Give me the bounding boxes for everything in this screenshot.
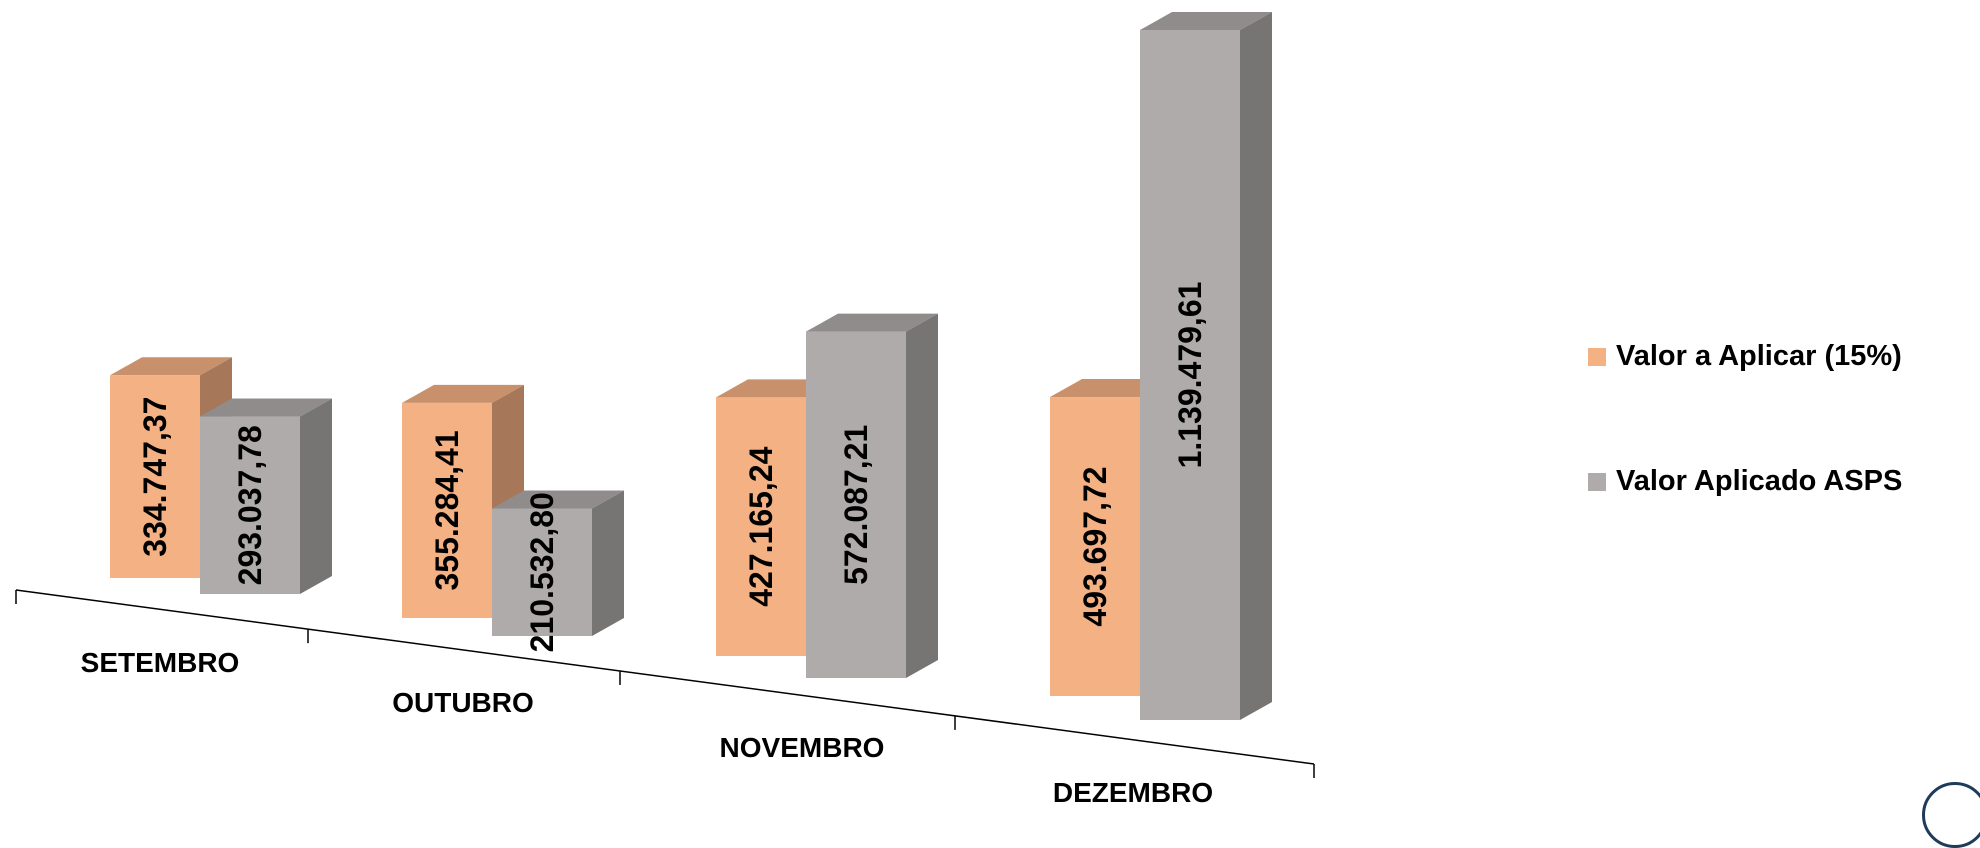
legend-item-series-1: Valor a Aplicar (15%) bbox=[1588, 340, 1902, 373]
axis-line bbox=[15, 589, 1315, 765]
bar-front bbox=[492, 508, 592, 636]
value-label: 293.037,78 bbox=[232, 425, 268, 585]
bar-side bbox=[906, 313, 938, 678]
bar-front bbox=[110, 375, 200, 578]
category-axis bbox=[15, 589, 1315, 778]
category-labels: SETEMBRO OUTUBRO NOVEMBRO DEZEMBRO bbox=[81, 647, 1213, 804]
legend-label-series-1: Valor a Aplicar (15%) bbox=[1616, 340, 1902, 372]
logo-icon bbox=[1922, 782, 1980, 848]
value-labels: 334.747,37 293.037,78 355.284,41 210.532,80… bbox=[137, 282, 1208, 653]
bar-top bbox=[402, 384, 524, 403]
value-label: 210.532,80 bbox=[524, 492, 560, 652]
value-label: 572.087,21 bbox=[838, 425, 874, 585]
bar-2-setembro bbox=[200, 398, 332, 594]
bar-front bbox=[1140, 30, 1240, 720]
bar-2-dezembro bbox=[1140, 12, 1272, 720]
bar-top bbox=[1140, 12, 1272, 30]
category-label: DEZEMBRO bbox=[1053, 777, 1213, 804]
value-label: 493.697,72 bbox=[1077, 466, 1113, 626]
value-label: 427.165,24 bbox=[743, 446, 779, 606]
bar-2-outubro bbox=[492, 490, 624, 636]
bar-top bbox=[806, 313, 938, 332]
legend-label-series-2: Valor Aplicado ASPS bbox=[1616, 465, 1903, 497]
category-label: OUTUBRO bbox=[392, 687, 534, 718]
bar-2-novembro bbox=[806, 313, 938, 678]
value-label: 334.747,37 bbox=[137, 397, 173, 557]
bar-front bbox=[806, 331, 906, 678]
bar-side bbox=[300, 398, 332, 594]
bar-top bbox=[200, 398, 332, 417]
bar-top bbox=[110, 357, 232, 376]
bar-side bbox=[1240, 12, 1272, 720]
bar-front bbox=[1050, 397, 1140, 696]
bar-top bbox=[492, 490, 624, 509]
bar-front bbox=[716, 397, 806, 656]
legend: Valor a Aplicar (15%) Valor Aplicado ASP… bbox=[1588, 340, 1902, 590]
bar-front bbox=[402, 402, 492, 618]
bar-chart: 334.747,37 293.037,78 355.284,41 210.532,80… bbox=[15, 12, 1315, 804]
legend-swatch-series-2 bbox=[1588, 472, 1606, 491]
category-label: NOVEMBRO bbox=[720, 732, 885, 763]
value-label: 1.139.479,61 bbox=[1172, 282, 1208, 469]
legend-item-series-2: Valor Aplicado ASPS bbox=[1588, 465, 1902, 498]
bar-front bbox=[200, 416, 300, 594]
bars bbox=[110, 12, 1272, 720]
category-label: SETEMBRO bbox=[81, 647, 240, 678]
legend-swatch-series-1 bbox=[1588, 347, 1606, 366]
bar-side bbox=[592, 490, 624, 636]
value-label: 355.284,41 bbox=[429, 430, 465, 590]
